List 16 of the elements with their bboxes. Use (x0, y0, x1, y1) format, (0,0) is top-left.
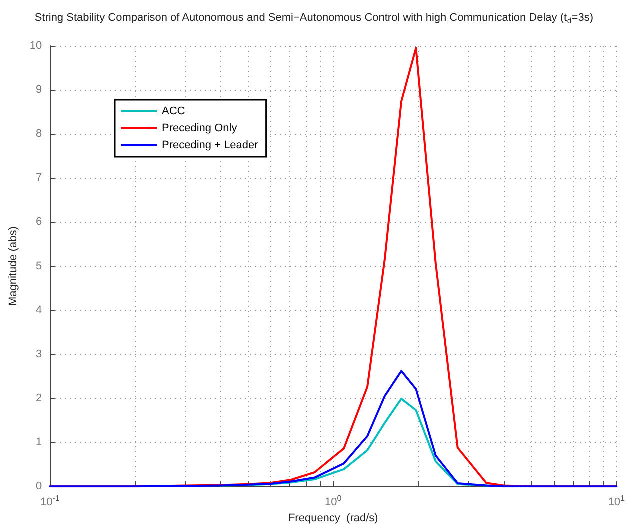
y-axis-title: Magnitude (abs) (8, 226, 20, 306)
y-tick-label: 6 (36, 216, 42, 228)
x-axis-title: Frequency (rad/s) (288, 512, 378, 524)
legend-label: ACC (162, 106, 186, 118)
y-tick-label: 2 (36, 392, 42, 404)
legend-label: Preceding Only (162, 122, 238, 134)
y-tick-label: 9 (36, 84, 42, 96)
y-tick-label: 8 (36, 128, 42, 140)
y-tick-label: 4 (36, 304, 42, 316)
y-tick-label: 5 (36, 260, 42, 272)
y-tick-label: 0 (36, 480, 42, 493)
y-tick-label: 3 (36, 348, 42, 360)
legend-label: Preceding + Leader (162, 140, 259, 152)
y-tick-label: 10 (30, 40, 42, 52)
y-tick-label: 7 (36, 172, 42, 184)
y-tick-label: 1 (36, 436, 42, 449)
